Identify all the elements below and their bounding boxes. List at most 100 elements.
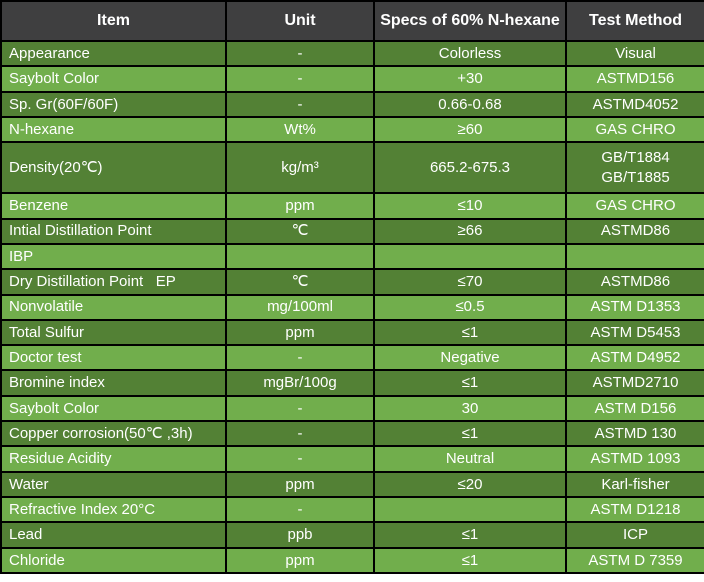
spec-cell: Colorless bbox=[373, 39, 567, 68]
table-row: Bromine index mgBr/100g ≤1 ASTMD2710 bbox=[0, 369, 704, 397]
method-cell: ASTMD86 bbox=[565, 268, 704, 296]
table-row: Intial Distillation Point ℃ ≥66 ASTMD86 bbox=[0, 217, 704, 245]
spec-cell: Neutral bbox=[373, 445, 567, 473]
item-cell: Benzene bbox=[0, 192, 227, 220]
unit-cell: - bbox=[225, 420, 375, 448]
spec-cell: ≤0.5 bbox=[373, 293, 567, 321]
unit-cell: ppb bbox=[225, 521, 375, 549]
unit-cell: - bbox=[225, 495, 375, 524]
table-row: Benzene ppm ≤10 GAS CHRO bbox=[0, 192, 704, 220]
unit-cell: ppm bbox=[225, 470, 375, 499]
header-specs: Specs of 60% N-hexane bbox=[373, 0, 567, 42]
method-cell: GB/T1884 GB/T1885 bbox=[565, 141, 704, 195]
method-cell: ASTM D4952 bbox=[565, 344, 704, 372]
item-cell: Chloride bbox=[0, 546, 227, 575]
method-cell: GAS CHRO bbox=[565, 115, 704, 144]
unit-cell: Wt% bbox=[225, 115, 375, 144]
table-row: Saybolt Color -30 ASTM D156 bbox=[0, 394, 704, 423]
unit-cell: - bbox=[225, 394, 375, 423]
spec-cell bbox=[373, 495, 567, 524]
method-cell: ASTMD86 bbox=[565, 217, 704, 245]
unit-cell: - bbox=[225, 65, 375, 93]
method-cell: ASTM D 7359 bbox=[565, 546, 704, 575]
item-cell: Water bbox=[0, 470, 227, 499]
unit-cell: ppm bbox=[225, 318, 375, 347]
table-row: N-hexane Wt% ≥60 GAS CHRO bbox=[0, 115, 704, 144]
method-cell: Karl-fisher bbox=[565, 470, 704, 499]
method-cell: ASTMD 130 bbox=[565, 420, 704, 448]
table-row: Lead ppb ≤1 ICP bbox=[0, 521, 704, 549]
unit-cell: mg/100ml bbox=[225, 293, 375, 321]
unit-cell: ppm bbox=[225, 546, 375, 575]
spec-cell: ≤1 bbox=[373, 420, 567, 448]
spec-cell: ≥66 bbox=[373, 217, 567, 245]
spec-cell: 0.66-0.68 bbox=[373, 90, 567, 118]
unit-cell bbox=[225, 242, 375, 271]
spec-cell: 665.2-675.3 bbox=[373, 141, 567, 195]
table-row: IBP bbox=[0, 242, 704, 271]
table-row: Appearance - Colorless Visual bbox=[0, 39, 704, 68]
method-cell bbox=[565, 242, 704, 271]
item-cell: Doctor test bbox=[0, 344, 227, 372]
header-test-method: Test Method bbox=[565, 0, 704, 42]
unit-cell: - bbox=[225, 39, 375, 68]
table-row: Total Sulfur ppm ≤1 ASTM D5453 bbox=[0, 318, 704, 347]
spec-cell: ≤1 bbox=[373, 369, 567, 397]
table-row: Sp. Gr(60F/60F) -0.66-0.68 ASTMD4052 bbox=[0, 90, 704, 118]
unit-cell: kg/m³ bbox=[225, 141, 375, 195]
item-cell: Residue Acidity bbox=[0, 445, 227, 473]
item-cell: Bromine index bbox=[0, 369, 227, 397]
spec-cell: +30 bbox=[373, 65, 567, 93]
method-cell: ASTM D5453 bbox=[565, 318, 704, 347]
table-body: Appearance - Colorless Visual Saybolt Color -… bbox=[0, 39, 704, 575]
item-cell: Saybolt Color bbox=[0, 65, 227, 93]
spec-cell bbox=[373, 242, 567, 271]
spec-cell: ≤20 bbox=[373, 470, 567, 499]
method-cell: ASTM D156 bbox=[565, 394, 704, 423]
unit-cell: - bbox=[225, 344, 375, 372]
spec-cell: ≤70 bbox=[373, 268, 567, 296]
unit-cell: - bbox=[225, 90, 375, 118]
item-cell: Total Sulfur bbox=[0, 318, 227, 347]
table-row: Copper corrosion(50℃ ,3h) - ≤1 ASTMD 130 bbox=[0, 420, 704, 448]
item-cell: Nonvolatile bbox=[0, 293, 227, 321]
item-cell: Appearance bbox=[0, 39, 227, 68]
header-item: Item bbox=[0, 0, 227, 42]
method-cell: Visual bbox=[565, 39, 704, 68]
spec-cell: ≥60 bbox=[373, 115, 567, 144]
method-cell: ASTM D1353 bbox=[565, 293, 704, 321]
unit-cell: - bbox=[225, 445, 375, 473]
table-row: Water ppm ≤20 Karl-fisher bbox=[0, 470, 704, 499]
unit-cell: ℃ bbox=[225, 268, 375, 296]
item-cell: Refractive Index 20°C bbox=[0, 495, 227, 524]
item-cell: Density(20℃) bbox=[0, 141, 227, 195]
method-cell: ASTM D1218 bbox=[565, 495, 704, 524]
table-row: Chloride ppm ≤1 ASTM D 7359 bbox=[0, 546, 704, 575]
spec-cell: ≤1 bbox=[373, 521, 567, 549]
method-cell: ASTMD4052 bbox=[565, 90, 704, 118]
header-unit: Unit bbox=[225, 0, 375, 42]
unit-cell: ppm bbox=[225, 192, 375, 220]
table-row: Dry Distillation Point EP ℃ ≤70 ASTMD86 bbox=[0, 268, 704, 296]
table-row: Nonvolatile mg/100ml ≤0.5 ASTM D1353 bbox=[0, 293, 704, 321]
item-cell: Sp. Gr(60F/60F) bbox=[0, 90, 227, 118]
spec-cell: ≤10 bbox=[373, 192, 567, 220]
spec-cell: 30 bbox=[373, 394, 567, 423]
item-cell: IBP bbox=[0, 242, 227, 271]
method-cell: GAS CHRO bbox=[565, 192, 704, 220]
item-cell: Lead bbox=[0, 521, 227, 549]
item-cell: Saybolt Color bbox=[0, 394, 227, 423]
item-cell: Dry Distillation Point EP bbox=[0, 268, 227, 296]
unit-cell: ℃ bbox=[225, 217, 375, 245]
method-cell: ASTMD2710 bbox=[565, 369, 704, 397]
header-row: Item Unit Specs of 60% N-hexane Test Met… bbox=[0, 0, 704, 42]
spec-cell: ≤1 bbox=[373, 546, 567, 575]
method-cell: ASTMD156 bbox=[565, 65, 704, 93]
item-cell: Copper corrosion(50℃ ,3h) bbox=[0, 420, 227, 448]
table-row: Saybolt Color - +30 ASTMD156 bbox=[0, 65, 704, 93]
table-row: Residue Acidity - Neutral ASTMD 1093 bbox=[0, 445, 704, 473]
spec-cell: Negative bbox=[373, 344, 567, 372]
spec-cell: ≤1 bbox=[373, 318, 567, 347]
method-cell: ICP bbox=[565, 521, 704, 549]
